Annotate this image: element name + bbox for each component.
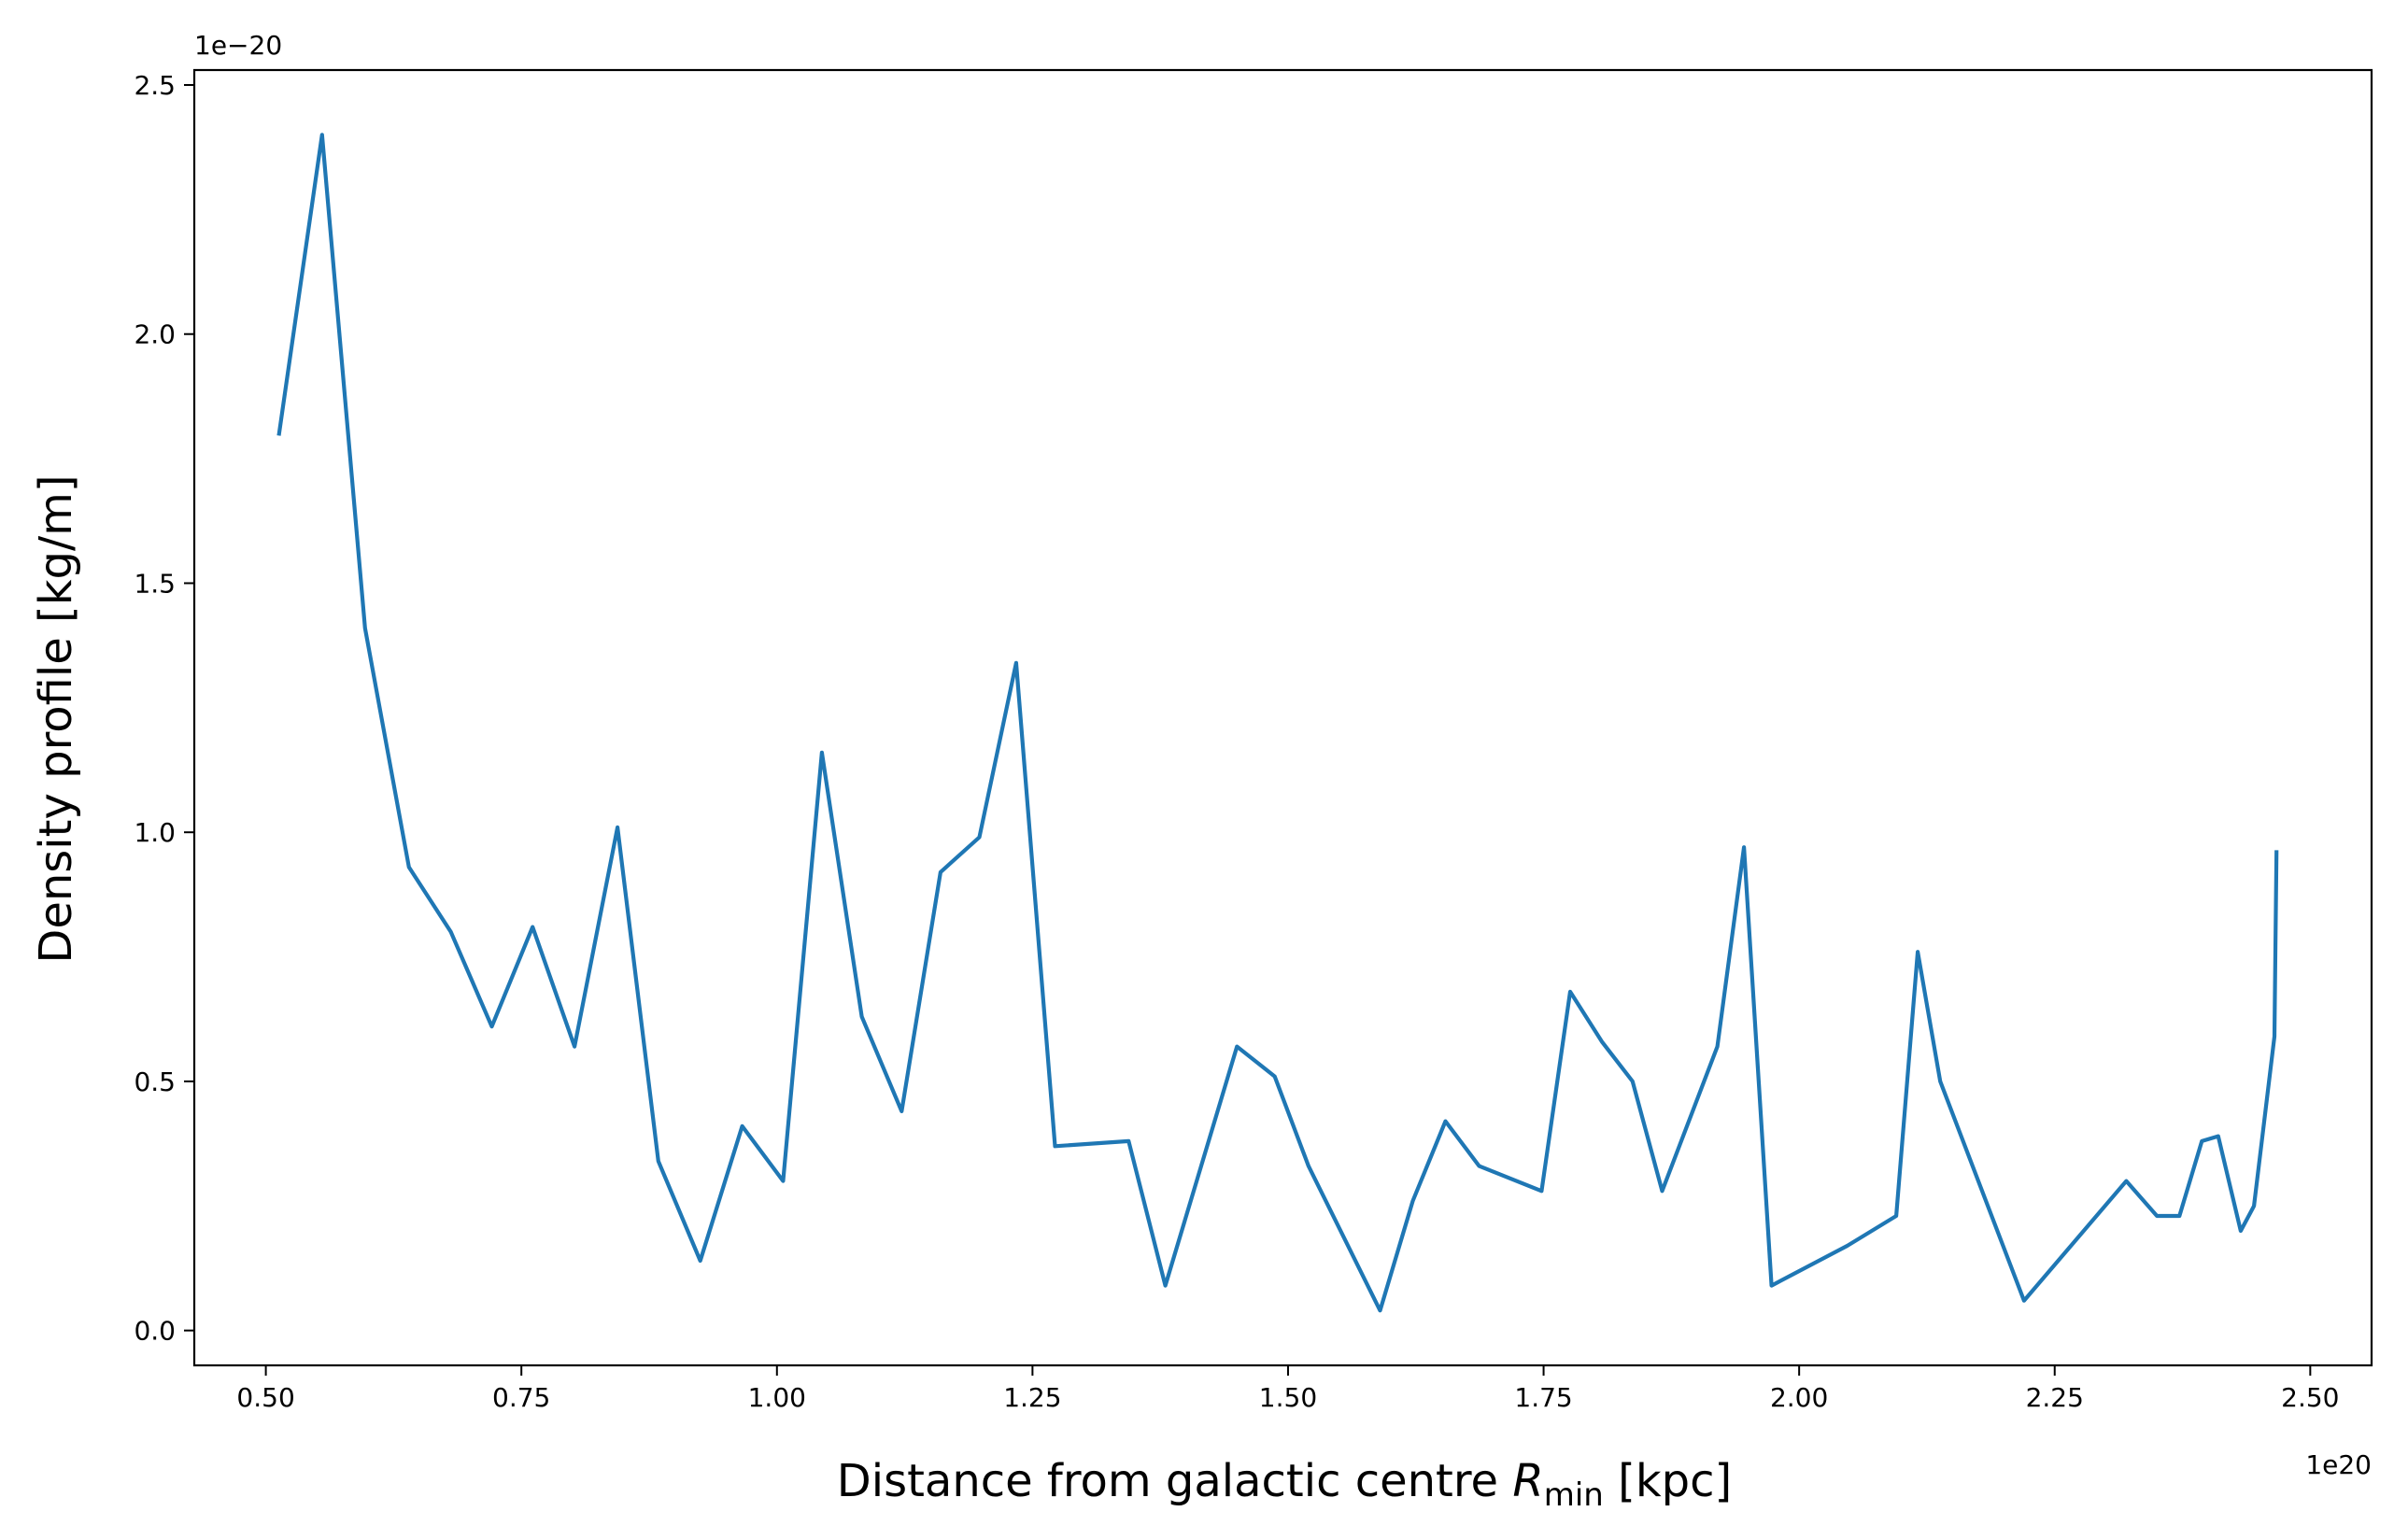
x-tick-label: 2.00: [1770, 1382, 1828, 1413]
x-axis-label-unit: [kpc]: [1618, 1455, 1732, 1507]
y-axis: 0.0 0.5 1.0 1.5 2.0 2.5: [134, 70, 194, 1347]
series-line-0: [276, 133, 2279, 1313]
x-axis-label-text: Distance from galactic centre: [837, 1455, 1498, 1507]
x-tick-label: 1.00: [748, 1382, 806, 1413]
y-offset-label: 1e−20: [194, 30, 282, 61]
y-axis-label: Density profile [kg/m]: [30, 474, 82, 963]
y-tick-label: 2.0: [134, 319, 176, 350]
x-tick-label: 1.50: [1259, 1382, 1317, 1413]
x-tick-label: 2.50: [2281, 1382, 2339, 1413]
y-tick-label: 1.5: [134, 568, 176, 599]
x-tick-label: 1.75: [1514, 1382, 1572, 1413]
x-axis: 0.50 0.75 1.00 1.25 1.50 1.75 2.00 2.25 2.50: [236, 1365, 2340, 1413]
x-offset-label: 1e20: [2305, 1449, 2372, 1480]
x-axis-label-symbol: R: [1512, 1455, 1543, 1507]
x-tick-label: 2.25: [2026, 1382, 2084, 1413]
y-tick-label: 0.0: [134, 1316, 176, 1347]
x-axis-label: Distance from galactic centre Rmin [kpc]: [837, 1455, 1732, 1514]
x-tick-label: 0.50: [236, 1382, 294, 1413]
y-tick-label: 2.5: [134, 70, 176, 101]
x-tick-label: 0.75: [492, 1382, 550, 1413]
plot-area: [192, 68, 2373, 1367]
x-axis-label-subscript: min: [1544, 1476, 1604, 1514]
y-tick-label: 0.5: [134, 1067, 176, 1097]
y-tick-label: 1.0: [134, 817, 176, 848]
axes-frame: [192, 68, 2373, 1367]
x-tick-label: 1.25: [1003, 1382, 1061, 1413]
